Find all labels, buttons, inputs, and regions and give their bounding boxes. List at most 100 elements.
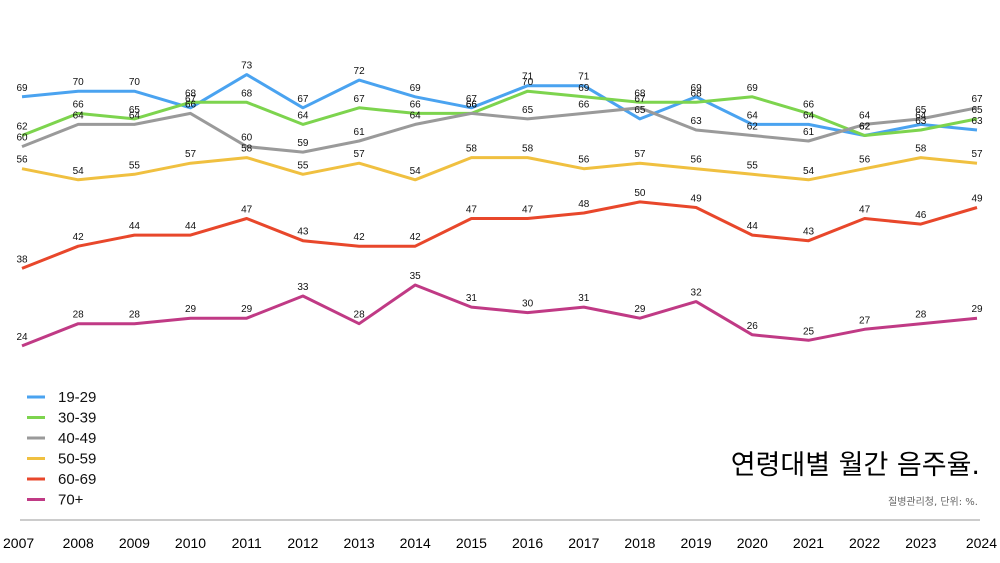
x-tick-label: 2021 <box>793 535 824 551</box>
data-label: 28 <box>129 310 141 321</box>
data-label: 57 <box>971 149 983 160</box>
data-label: 67 <box>971 94 983 105</box>
data-label: 61 <box>803 127 815 138</box>
x-tick-label: 2015 <box>456 535 487 551</box>
data-label: 66 <box>466 99 478 110</box>
x-tick-label: 2024 <box>966 535 997 551</box>
data-label: 55 <box>129 160 141 171</box>
data-label: 71 <box>578 72 590 83</box>
legend-label: 40-49 <box>58 430 96 447</box>
data-label: 31 <box>466 293 478 304</box>
data-label: 42 <box>73 232 85 243</box>
chart-source: 질병관리청, 단위: %. <box>888 495 978 508</box>
data-label: 66 <box>578 99 590 110</box>
data-label: 72 <box>354 66 366 77</box>
data-label: 58 <box>522 144 534 155</box>
data-label: 64 <box>803 110 815 121</box>
data-label: 68 <box>691 88 703 99</box>
x-tick-label: 2014 <box>400 535 431 551</box>
x-tick-label: 2009 <box>119 535 150 551</box>
data-label: 30 <box>522 299 534 310</box>
data-label: 69 <box>410 83 422 94</box>
data-label: 29 <box>971 304 983 315</box>
data-label: 25 <box>803 326 815 337</box>
data-label: 63 <box>691 116 703 127</box>
data-label: 29 <box>241 304 253 315</box>
data-label: 38 <box>16 254 28 265</box>
data-label: 69 <box>747 83 759 94</box>
data-label: 62 <box>747 122 759 133</box>
data-label: 28 <box>73 310 85 321</box>
data-label: 55 <box>297 160 309 171</box>
data-label: 31 <box>578 293 590 304</box>
series-line-60-69 <box>21 200 978 270</box>
data-label: 63 <box>971 116 983 127</box>
data-label: 66 <box>410 99 422 110</box>
data-label: 68 <box>241 88 253 99</box>
legend-label: 60-69 <box>58 471 96 488</box>
data-label: 64 <box>859 110 871 121</box>
data-label: 67 <box>297 94 309 105</box>
data-label: 66 <box>73 99 85 110</box>
data-label: 63 <box>915 116 927 127</box>
x-tick-label: 2019 <box>681 535 712 551</box>
x-tick-label: 2016 <box>512 535 543 551</box>
data-label: 54 <box>410 166 422 177</box>
data-label: 49 <box>691 194 703 205</box>
data-label: 44 <box>129 221 141 232</box>
data-label: 54 <box>73 166 85 177</box>
data-label: 57 <box>634 149 646 160</box>
series-line-40-49 <box>21 106 978 154</box>
data-label: 66 <box>185 99 197 110</box>
data-label: 46 <box>915 210 927 221</box>
x-tick-label: 2018 <box>624 535 655 551</box>
data-label: 57 <box>354 149 366 160</box>
data-label: 47 <box>466 205 478 216</box>
data-label: 70 <box>73 77 85 88</box>
x-tick-label: 2013 <box>344 535 375 551</box>
data-label: 55 <box>747 160 759 171</box>
data-label: 42 <box>410 232 422 243</box>
series-line-70+ <box>21 283 978 348</box>
data-label: 32 <box>691 288 703 299</box>
data-label: 68 <box>185 88 197 99</box>
data-label: 58 <box>241 144 253 155</box>
data-label: 28 <box>354 310 366 321</box>
data-label: 65 <box>971 105 983 116</box>
data-label: 70 <box>522 77 534 88</box>
data-label: 43 <box>297 227 309 238</box>
data-label: 60 <box>241 133 253 144</box>
data-label: 67 <box>634 94 646 105</box>
data-label: 70 <box>129 77 141 88</box>
data-label: 73 <box>241 61 253 72</box>
x-tick-label: 2022 <box>849 535 880 551</box>
data-label: 69 <box>578 83 590 94</box>
x-tick-label: 2011 <box>232 535 262 551</box>
data-label: 48 <box>578 199 590 210</box>
data-label: 29 <box>185 304 197 315</box>
data-label: 66 <box>803 99 815 110</box>
data-label: 56 <box>16 155 28 166</box>
legend: 19-29 30-39 40-49 50-59 60-69 70+ <box>27 389 96 509</box>
data-label: 64 <box>410 110 422 121</box>
data-label: 56 <box>859 155 871 166</box>
data-label: 67 <box>185 94 197 105</box>
series-line-19-29 <box>21 73 978 137</box>
x-tick-label: 2008 <box>63 535 94 551</box>
data-label: 47 <box>241 205 253 216</box>
data-label: 61 <box>354 127 366 138</box>
x-tick-label: 2023 <box>905 535 936 551</box>
x-tick-label: 2007 <box>3 535 34 551</box>
data-label: 64 <box>747 110 759 121</box>
data-label: 66 <box>466 99 478 110</box>
data-label: 54 <box>803 166 815 177</box>
data-label: 42 <box>354 232 366 243</box>
data-label: 60 <box>16 133 28 144</box>
series-line-50-59 <box>21 156 978 182</box>
chart-title: 연령대별 월간 음주율. <box>731 450 980 481</box>
data-label: 29 <box>634 304 646 315</box>
data-label: 44 <box>747 221 759 232</box>
data-label: 62 <box>859 122 871 133</box>
data-label: 68 <box>634 88 646 99</box>
